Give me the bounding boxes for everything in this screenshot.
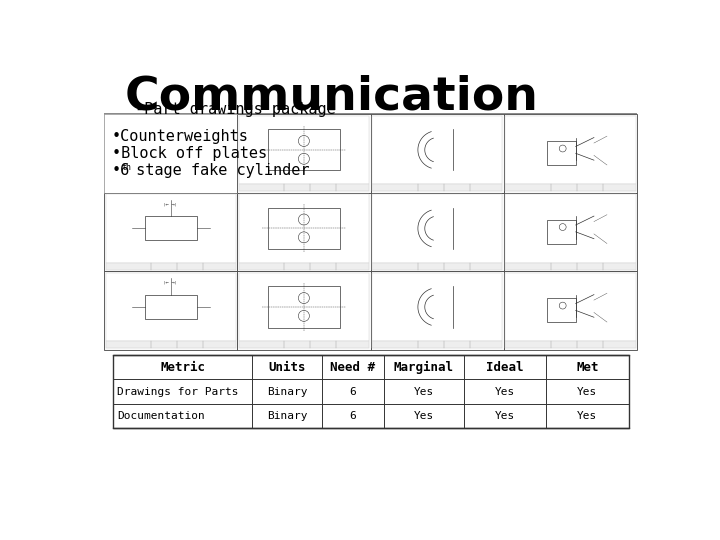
Text: |←  →|: |← →| xyxy=(164,281,176,285)
Bar xyxy=(505,341,636,348)
Bar xyxy=(504,114,637,193)
Bar xyxy=(239,194,369,262)
Text: Documentation: Documentation xyxy=(117,411,205,421)
Text: Drawings for Parts: Drawings for Parts xyxy=(117,387,238,397)
Bar xyxy=(371,193,504,271)
Bar xyxy=(547,141,576,165)
Text: Yes: Yes xyxy=(413,387,434,397)
Bar xyxy=(104,193,238,271)
Bar xyxy=(238,193,371,271)
Bar xyxy=(239,273,369,341)
Bar xyxy=(505,273,636,341)
Text: 6: 6 xyxy=(349,411,356,421)
Text: -Part drawings package: -Part drawings package xyxy=(135,102,336,117)
Text: Yes: Yes xyxy=(413,411,434,421)
Text: Need #: Need # xyxy=(330,361,375,374)
Bar xyxy=(547,298,576,322)
Bar xyxy=(238,271,371,350)
Text: Yes: Yes xyxy=(577,387,598,397)
Bar xyxy=(371,114,504,193)
Bar xyxy=(372,341,503,348)
Text: •Counterweights: •Counterweights xyxy=(112,129,248,144)
Text: Communication: Communication xyxy=(125,75,539,120)
Bar xyxy=(104,271,238,350)
Bar xyxy=(268,208,340,249)
Text: |←  →|: |← →| xyxy=(164,202,176,206)
Bar xyxy=(372,273,503,341)
Bar xyxy=(504,271,637,350)
Bar xyxy=(239,184,369,191)
Bar xyxy=(145,217,197,240)
Bar xyxy=(106,273,235,341)
Bar xyxy=(505,194,636,262)
Bar xyxy=(372,116,503,184)
Bar xyxy=(106,262,235,269)
Bar xyxy=(238,114,371,193)
Bar xyxy=(113,355,629,428)
Bar xyxy=(371,271,504,350)
Bar xyxy=(372,262,503,269)
Bar xyxy=(145,295,197,319)
Text: •6: •6 xyxy=(112,163,130,178)
Text: Binary: Binary xyxy=(267,411,307,421)
Bar xyxy=(106,341,235,348)
Bar xyxy=(106,194,235,262)
Text: Metric: Metric xyxy=(161,361,205,374)
Text: Marginal: Marginal xyxy=(394,361,454,374)
Text: 6: 6 xyxy=(349,387,356,397)
Bar xyxy=(268,286,340,328)
Text: Met: Met xyxy=(576,361,598,374)
Bar xyxy=(239,341,369,348)
Text: Binary: Binary xyxy=(267,387,307,397)
Bar xyxy=(268,129,340,171)
Text: Yes: Yes xyxy=(495,387,515,397)
Bar xyxy=(239,262,369,269)
Bar xyxy=(505,262,636,269)
Text: Yes: Yes xyxy=(495,411,515,421)
Text: th: th xyxy=(122,163,132,172)
Bar xyxy=(372,194,503,262)
Text: Units: Units xyxy=(269,361,306,374)
Text: Ideal: Ideal xyxy=(486,361,523,374)
Bar xyxy=(372,184,503,191)
Bar xyxy=(239,116,369,184)
Bar xyxy=(504,193,637,271)
Bar xyxy=(505,116,636,184)
Bar xyxy=(505,184,636,191)
Text: •Block off plates: •Block off plates xyxy=(112,146,267,161)
Text: stage fake cylinder: stage fake cylinder xyxy=(127,163,310,178)
Bar xyxy=(547,220,576,244)
Text: Yes: Yes xyxy=(577,411,598,421)
